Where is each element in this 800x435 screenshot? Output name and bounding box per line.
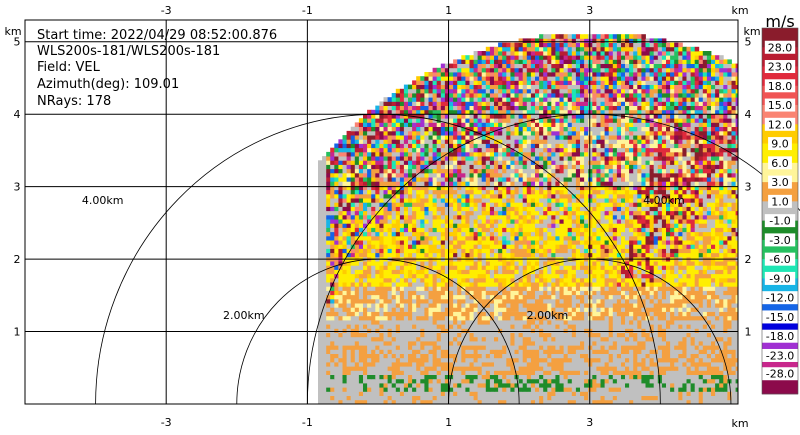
colorbar-label-bg bbox=[764, 117, 796, 131]
y-tick-label-right: 4 bbox=[745, 108, 752, 121]
info-instrument: WLS200s-181/WLS200s-181 bbox=[37, 44, 220, 59]
colorbar-label: -9.0 bbox=[769, 272, 790, 285]
y-unit-label-left: km bbox=[4, 25, 21, 38]
colorbar-unit: m/s bbox=[765, 12, 794, 31]
range-ring-label: 4.00km bbox=[82, 194, 124, 207]
colorbar-label-bg bbox=[764, 60, 796, 74]
colorbar-label-bg bbox=[764, 79, 796, 93]
colorbar-label-bg bbox=[768, 175, 792, 189]
range-ring bbox=[95, 113, 661, 405]
colorbar-label: 12.0 bbox=[768, 118, 793, 131]
colorbar-label-bg bbox=[764, 40, 796, 54]
plot-frame bbox=[24, 19, 739, 405]
x-tick-label-top: -3 bbox=[161, 4, 172, 17]
colorbar-label: -15.0 bbox=[766, 311, 794, 324]
range-ring bbox=[448, 258, 732, 405]
colorbar-label: -6.0 bbox=[769, 253, 790, 266]
colorbar-label-bg bbox=[761, 329, 799, 343]
colorbar-label: -1.0 bbox=[769, 215, 790, 228]
y-tick-label-right: 5 bbox=[745, 36, 752, 49]
x-unit-label-bottom: km bbox=[731, 417, 748, 430]
colorbar-label: 9.0 bbox=[771, 138, 789, 151]
colorbar: m/s 28.0 23.0 18.0 15.0 12.0 9.0 6.0 3.0 1.0 -1.0… bbox=[761, 12, 799, 395]
y-tick-label-left: 3 bbox=[14, 181, 21, 194]
x-tick-label-bottom: 3 bbox=[586, 416, 593, 429]
y-tick-label-left: 1 bbox=[14, 326, 21, 339]
colorbar-label-bg bbox=[768, 137, 792, 151]
colorbar-label-bg bbox=[761, 310, 799, 324]
colorbar-label: 18.0 bbox=[768, 80, 793, 93]
colorbar-label: -23.0 bbox=[766, 349, 794, 362]
colorbar-label: -12.0 bbox=[766, 292, 794, 305]
colorbar-label-bg bbox=[764, 233, 796, 247]
range-ring-label: 4.00km bbox=[643, 194, 685, 207]
x-tick-label-top: -1 bbox=[302, 4, 313, 17]
colorbar-label-bg bbox=[761, 291, 799, 305]
velocity-data-layer bbox=[318, 34, 738, 404]
range-rings: 2.00km 4.00km 2.00km 4.00km bbox=[82, 113, 800, 405]
y-tick-label-left: 4 bbox=[14, 108, 21, 121]
y-tick-label-left: 2 bbox=[14, 253, 21, 266]
info-start-time: Start time: 2022/04/29 08:52:00.876 bbox=[37, 28, 277, 43]
y-tick-label-right: 2 bbox=[745, 253, 752, 266]
colorbar-label: -28.0 bbox=[766, 368, 794, 381]
colorbar-label: 1.0 bbox=[771, 195, 789, 208]
colorbar-label-bg bbox=[764, 252, 796, 266]
info-field: Field: VEL bbox=[37, 60, 101, 75]
x-tick-label-bottom: -3 bbox=[161, 416, 172, 429]
info-azimuth: Azimuth(deg): 109.01 bbox=[37, 77, 179, 92]
y-tick-label-right: 3 bbox=[745, 181, 752, 194]
colorbar-label-bg bbox=[768, 156, 792, 170]
x-tick-label-bottom: 1 bbox=[445, 416, 452, 429]
y-unit-label-right: km bbox=[743, 25, 760, 38]
range-ring bbox=[306, 113, 800, 405]
colorbar-label-bg bbox=[768, 194, 792, 208]
info-nrays: NRays: 178 bbox=[37, 94, 111, 109]
colorbar-label: 23.0 bbox=[768, 61, 793, 74]
y-tick-label-left: 5 bbox=[14, 36, 21, 49]
colorbar-label: 3.0 bbox=[771, 176, 789, 189]
colorbar-label: 6.0 bbox=[771, 157, 789, 170]
colorbar-label: 15.0 bbox=[768, 99, 793, 112]
x-tick-label-top: 3 bbox=[586, 4, 593, 17]
range-ring-label: 2.00km bbox=[527, 309, 569, 322]
x-tick-label-top: 1 bbox=[445, 4, 452, 17]
colorbar-label-bg bbox=[761, 367, 799, 381]
axis-ticks: -3 -3 -1 -1 1 1 3 3 1 1 2 2 3 3 4 4 5 5 bbox=[14, 4, 752, 429]
y-tick-label-right: 1 bbox=[745, 326, 752, 339]
colorbar-label: 28.0 bbox=[768, 41, 793, 54]
colorbar-label: -3.0 bbox=[769, 234, 790, 247]
x-unit-label-top: km bbox=[731, 4, 748, 17]
range-ring bbox=[236, 258, 520, 405]
colorbar-label-bg bbox=[764, 271, 796, 285]
colorbar-label-bg bbox=[761, 348, 799, 362]
range-ring-label: 2.00km bbox=[223, 309, 265, 322]
colorbar-label-bg bbox=[764, 214, 796, 228]
colorbar-label-bg bbox=[764, 98, 796, 112]
x-tick-label-bottom: -1 bbox=[302, 416, 313, 429]
colorbar-label: -18.0 bbox=[766, 330, 794, 343]
info-block: Start time: 2022/04/29 08:52:00.876 WLS2… bbox=[37, 28, 277, 109]
